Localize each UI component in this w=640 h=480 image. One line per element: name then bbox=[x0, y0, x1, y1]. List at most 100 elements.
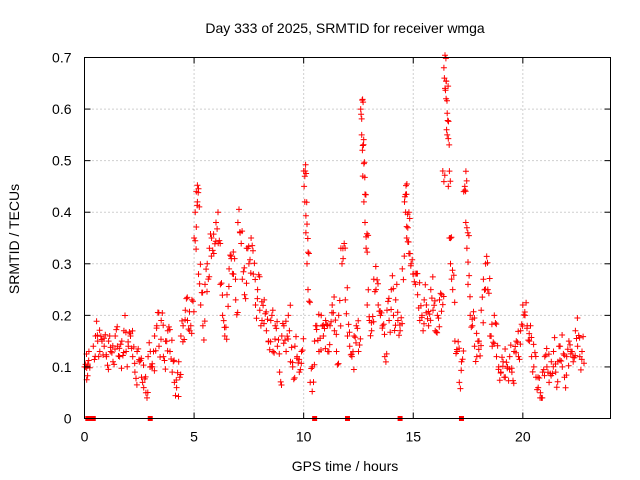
data-point bbox=[381, 331, 388, 338]
data-point bbox=[344, 284, 351, 291]
data-point bbox=[175, 393, 182, 400]
data-point bbox=[427, 286, 434, 293]
data-point bbox=[380, 321, 387, 328]
data-point bbox=[436, 323, 443, 330]
data-point bbox=[256, 307, 263, 314]
data-point bbox=[238, 240, 245, 247]
data-point bbox=[194, 198, 201, 205]
data-point bbox=[85, 348, 92, 355]
data-point bbox=[302, 161, 309, 168]
data-point bbox=[139, 379, 146, 386]
data-point bbox=[232, 296, 239, 303]
data-point bbox=[142, 373, 149, 380]
y-tick-label: 0.1 bbox=[52, 359, 72, 375]
data-point bbox=[399, 320, 406, 327]
data-point bbox=[507, 342, 514, 349]
data-point bbox=[550, 348, 557, 355]
data-point bbox=[321, 325, 328, 332]
data-point bbox=[285, 336, 292, 342]
data-point bbox=[513, 338, 520, 345]
data-point bbox=[372, 263, 379, 270]
data-point bbox=[225, 303, 232, 310]
data-point bbox=[151, 367, 158, 374]
data-point bbox=[394, 317, 401, 324]
data-point bbox=[108, 349, 115, 356]
data-point bbox=[466, 272, 473, 279]
data-point bbox=[254, 286, 261, 293]
data-point bbox=[358, 111, 365, 118]
data-point bbox=[133, 381, 140, 388]
data-point bbox=[274, 343, 281, 350]
data-point bbox=[96, 348, 103, 355]
data-point bbox=[305, 249, 312, 256]
data-point bbox=[170, 358, 177, 365]
data-point bbox=[462, 168, 469, 175]
data-point bbox=[424, 315, 431, 322]
data-point bbox=[445, 135, 452, 142]
data-point bbox=[240, 268, 247, 275]
data-point bbox=[304, 235, 311, 242]
data-point bbox=[442, 55, 449, 62]
data-point bbox=[401, 198, 408, 205]
data-point bbox=[431, 297, 438, 304]
data-point bbox=[401, 193, 408, 200]
data-point bbox=[346, 343, 353, 350]
data-point bbox=[448, 234, 455, 241]
data-point bbox=[461, 183, 468, 190]
data-point bbox=[152, 347, 159, 354]
data-point bbox=[447, 260, 454, 267]
data-point bbox=[546, 379, 553, 386]
data-point bbox=[403, 235, 410, 241]
data-point bbox=[101, 335, 107, 342]
data-point bbox=[429, 273, 436, 280]
data-point bbox=[241, 264, 248, 271]
data-point bbox=[459, 356, 466, 363]
data-point bbox=[447, 178, 454, 185]
y-tick-label: 0.4 bbox=[52, 204, 72, 220]
data-point bbox=[125, 343, 132, 350]
data-point bbox=[184, 294, 191, 301]
data-point bbox=[355, 348, 362, 355]
data-point bbox=[480, 319, 487, 326]
data-point bbox=[390, 312, 397, 319]
data-point bbox=[468, 324, 475, 331]
data-point bbox=[374, 276, 381, 283]
data-point bbox=[493, 353, 500, 360]
y-tick-label: 0.2 bbox=[52, 307, 72, 323]
data-point bbox=[510, 380, 517, 387]
data-point bbox=[392, 296, 399, 303]
data-point bbox=[551, 334, 558, 341]
data-point bbox=[449, 267, 456, 274]
data-point bbox=[169, 369, 176, 376]
data-point bbox=[160, 353, 167, 360]
data-point bbox=[384, 307, 390, 314]
data-point bbox=[378, 309, 385, 316]
data-point bbox=[360, 198, 367, 205]
data-point bbox=[247, 256, 253, 263]
data-point bbox=[343, 310, 350, 317]
x-tick-label: 15 bbox=[405, 429, 421, 445]
data-point bbox=[438, 308, 445, 315]
data-point bbox=[388, 306, 395, 313]
data-point bbox=[117, 341, 124, 348]
data-point bbox=[572, 327, 579, 334]
data-point bbox=[541, 372, 548, 379]
data-point bbox=[214, 225, 221, 232]
data-point bbox=[305, 250, 312, 257]
data-point bbox=[337, 322, 344, 329]
data-point bbox=[370, 276, 377, 283]
data-point bbox=[192, 209, 199, 216]
data-point bbox=[340, 255, 347, 262]
data-point bbox=[370, 318, 377, 325]
data-point bbox=[310, 379, 317, 386]
x-tick-label: 5 bbox=[190, 429, 198, 445]
data-point bbox=[411, 278, 418, 285]
data-point bbox=[339, 260, 345, 267]
data-point bbox=[307, 299, 313, 306]
data-point bbox=[250, 247, 256, 254]
data-point bbox=[543, 345, 550, 352]
data-point bbox=[444, 110, 451, 117]
data-point bbox=[351, 333, 358, 339]
data-point bbox=[467, 312, 474, 319]
data-point bbox=[494, 342, 501, 349]
